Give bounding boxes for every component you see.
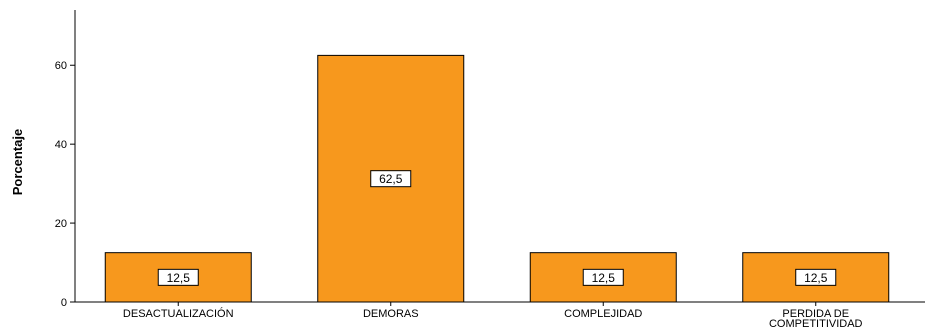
y-axis-label: Porcentaje — [10, 129, 25, 195]
data-label: 12,5 — [592, 271, 616, 285]
y-tick-label: 60 — [55, 60, 67, 72]
data-label: 62,5 — [379, 172, 403, 186]
data-label: 12,5 — [167, 271, 191, 285]
y-tick-label: 40 — [55, 139, 67, 151]
category-label: COMPLEJIDAD — [564, 308, 642, 320]
data-label-box — [795, 268, 837, 286]
data-label-box — [582, 268, 624, 286]
y-tick-label: 20 — [55, 218, 67, 230]
data-label: 12,5 — [804, 271, 828, 285]
category-label: DESACTUALIZACIÓN — [123, 307, 234, 320]
category-label: PERDIDA DE — [782, 308, 849, 320]
category-label: DEMORAS — [363, 308, 419, 320]
data-label-box — [370, 170, 412, 188]
category-label: COMPETITIVIDAD — [769, 318, 863, 329]
y-tick-label: 0 — [61, 297, 67, 309]
data-label-box — [157, 268, 199, 286]
plot-area: 0 20 40 60 12,5 DESACTUALIZACIÓN 62,5 DEMORAS 12… — [55, 10, 925, 329]
